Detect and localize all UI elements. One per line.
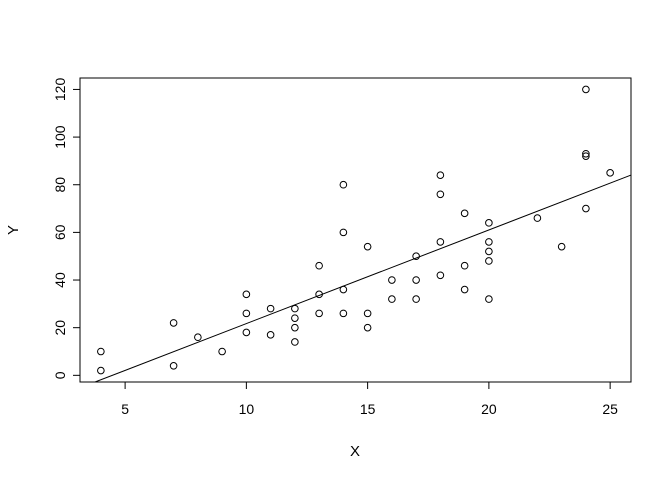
data-point xyxy=(266,304,275,313)
data-point xyxy=(291,314,299,322)
data-point xyxy=(291,338,299,346)
x-tick-label: 15 xyxy=(360,401,376,417)
data-point xyxy=(485,238,493,246)
data-point xyxy=(388,276,396,284)
data-point xyxy=(218,347,226,356)
data-point xyxy=(412,252,420,261)
data-point xyxy=(242,309,251,318)
data-point xyxy=(460,209,469,218)
x-axis: 5 10 15 20 25 xyxy=(121,381,618,417)
data-point xyxy=(194,333,202,342)
data-point xyxy=(339,180,348,189)
data-point xyxy=(582,152,590,160)
data-point xyxy=(363,323,372,332)
data-point xyxy=(582,85,590,94)
data-point xyxy=(169,361,178,370)
data-point xyxy=(242,328,251,337)
data-point xyxy=(412,276,420,284)
y-tick-label: 20 xyxy=(52,320,68,336)
data-point xyxy=(266,331,275,339)
data-point xyxy=(582,149,590,158)
x-tick-label: 25 xyxy=(602,401,618,417)
data-point xyxy=(412,295,420,303)
data-point xyxy=(363,309,372,318)
x-tick-label: 10 xyxy=(239,401,255,417)
data-point xyxy=(460,285,469,294)
data-point xyxy=(291,304,299,313)
data-point xyxy=(485,219,493,227)
data-point xyxy=(485,247,493,256)
data-point xyxy=(339,309,348,318)
data-point xyxy=(436,190,445,199)
data-point xyxy=(169,319,178,327)
data-point xyxy=(606,169,614,177)
data-point xyxy=(363,242,372,251)
data-point xyxy=(315,261,323,270)
y-tick-label: 120 xyxy=(52,78,68,102)
data-point xyxy=(291,323,299,332)
y-tick-label: 0 xyxy=(52,371,68,379)
data-point xyxy=(460,261,469,270)
y-tick-label: 40 xyxy=(52,272,68,288)
y-axis-title: Y xyxy=(5,225,22,235)
regression-line xyxy=(94,174,632,383)
data-point xyxy=(485,257,493,265)
x-axis-title: X xyxy=(350,443,360,460)
data-point xyxy=(315,309,323,318)
data-point xyxy=(582,204,590,213)
y-tick-label: 60 xyxy=(52,224,68,240)
data-point xyxy=(97,366,105,375)
data-point xyxy=(97,347,105,356)
data-point xyxy=(436,238,445,246)
data-point xyxy=(557,242,566,251)
plot-frame xyxy=(79,77,632,383)
y-axis: 0 20 40 60 80 100 120 xyxy=(52,78,81,379)
regression-line-group xyxy=(94,174,632,383)
y-tick-label: 100 xyxy=(52,125,68,149)
data-point xyxy=(242,290,251,299)
data-points xyxy=(97,85,614,375)
x-tick-label: 20 xyxy=(481,401,497,417)
y-tick-label: 80 xyxy=(52,177,68,193)
data-point xyxy=(388,295,396,303)
data-point xyxy=(436,271,445,280)
data-point xyxy=(533,214,542,222)
data-point xyxy=(485,295,493,303)
data-point xyxy=(339,228,348,237)
data-point xyxy=(436,171,445,180)
x-tick-label: 5 xyxy=(121,401,129,417)
